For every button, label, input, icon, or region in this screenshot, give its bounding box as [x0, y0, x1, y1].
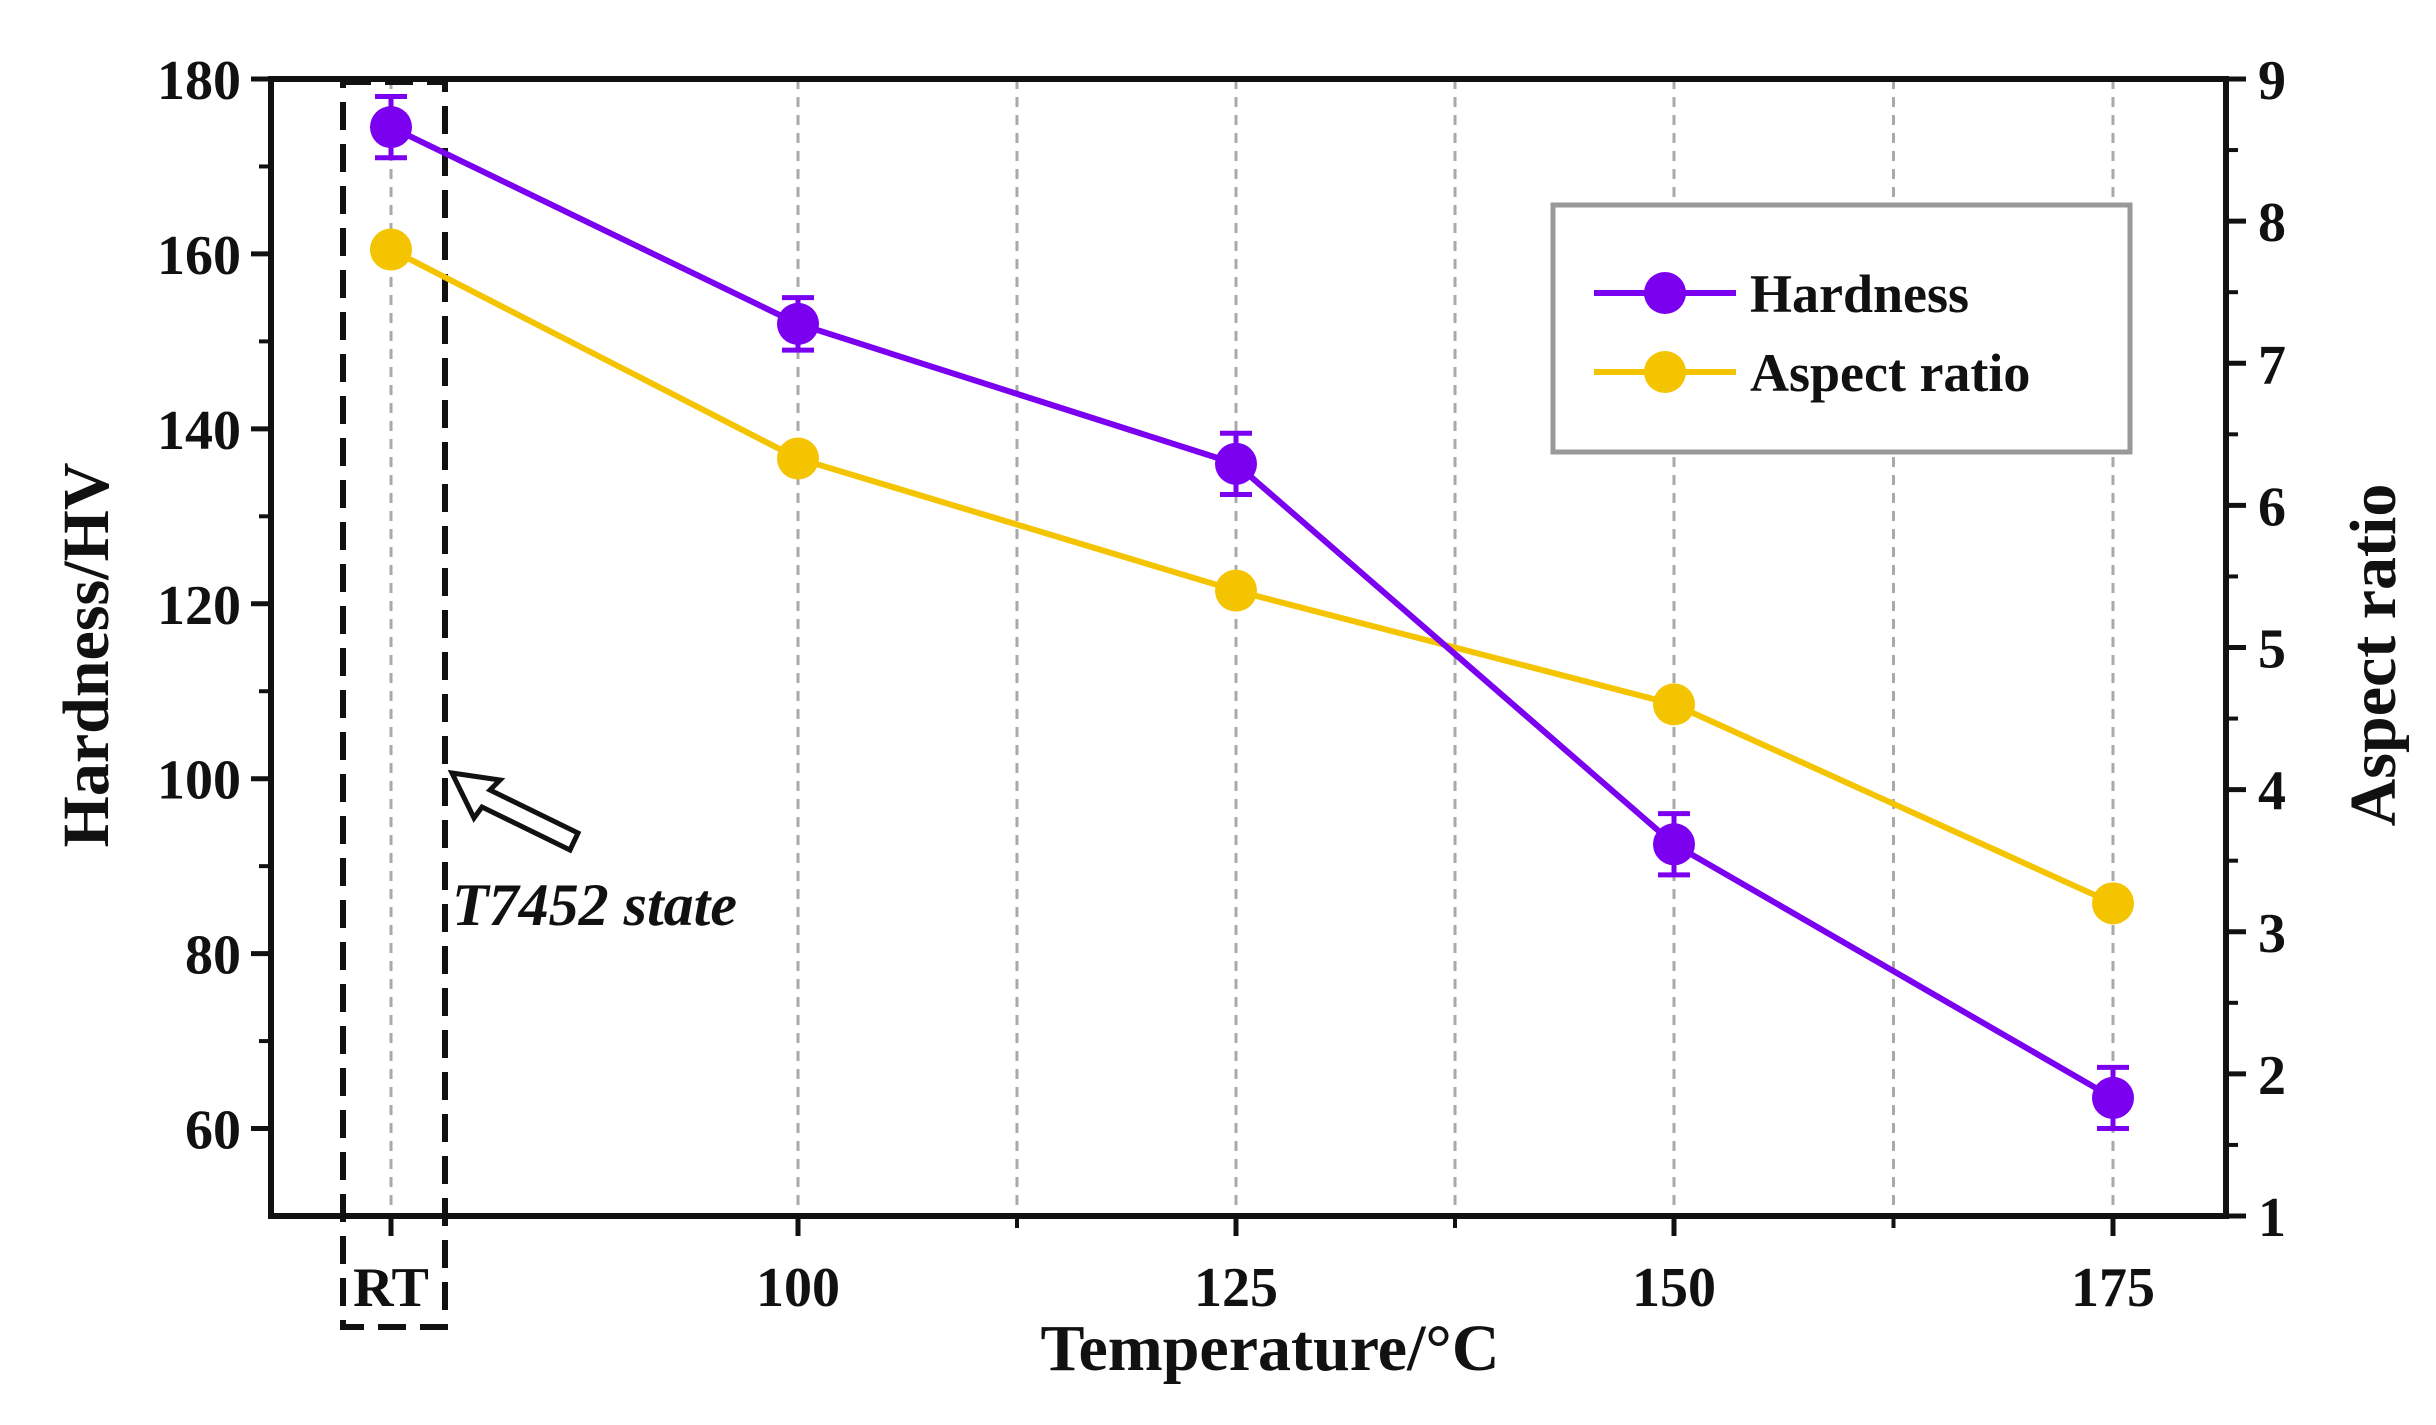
x-tick-label: 150 [1632, 1257, 1716, 1319]
data-point [1215, 569, 1257, 612]
y2-tick-label: 9 [2258, 50, 2286, 112]
x-tick-label: 175 [2071, 1257, 2155, 1319]
y-tick-label: 180 [157, 50, 241, 112]
y2-tick-label: 5 [2258, 619, 2286, 681]
data-point [1215, 442, 1257, 485]
y2-tick-label: 3 [2258, 903, 2286, 965]
x-tick-label: 100 [756, 1257, 840, 1319]
data-point [1653, 683, 1695, 726]
series-hardness [370, 93, 2134, 1132]
legend-item: Hardness [1594, 264, 1969, 324]
y2-tick-label: 4 [2258, 761, 2286, 823]
x-axis: RT 100 125 150 175 [353, 1216, 2155, 1319]
legend-swatch-marker [1644, 272, 1686, 314]
y-tick-label: 60 [185, 1100, 241, 1162]
x-tick-label: 125 [1194, 1257, 1278, 1319]
legend-label: Aspect ratio [1750, 343, 2030, 403]
t7452-annotation: T7452 state [447, 769, 737, 938]
annotation-text: T7452 state [452, 872, 737, 938]
x-axis-title: Temperature/°C [1040, 1312, 1499, 1385]
y2-tick-label: 8 [2258, 192, 2286, 254]
y2-tick-label: 1 [2258, 1187, 2286, 1249]
annotation-arrow-icon [447, 769, 582, 854]
legend-swatch-marker [1644, 351, 1686, 393]
series-layer [370, 93, 2134, 1132]
y-tick-label: 80 [185, 925, 241, 987]
legend-label: Hardness [1750, 264, 1969, 324]
y2-tick-label: 6 [2258, 476, 2286, 538]
legend-entries: Hardness Aspect ratio [1594, 264, 2030, 403]
series-aspect-ratio [370, 228, 2134, 925]
data-point [2092, 882, 2134, 925]
data-point [777, 302, 819, 345]
y-tick-label: 100 [157, 750, 241, 812]
y2-tick-label: 7 [2258, 334, 2286, 396]
data-point [777, 437, 819, 480]
data-point [370, 106, 412, 149]
legend: Hardness Aspect ratio [1550, 202, 2133, 455]
y-tick-label: 160 [157, 225, 241, 287]
legend-item: Aspect ratio [1594, 343, 2030, 403]
y-axis-left: 60 80 100 120 140 160 180 [157, 50, 271, 1162]
data-point [2092, 1076, 2134, 1119]
legend-box [1550, 202, 2133, 455]
y2-axis-title: Aspect ratio [2337, 484, 2410, 827]
x-tick-label: RT [353, 1257, 429, 1319]
y-tick-label: 140 [157, 400, 241, 462]
y-axis-right: 1 2 3 4 5 6 7 8 9 [2226, 50, 2286, 1249]
y-tick-label: 120 [157, 575, 241, 637]
y2-tick-label: 2 [2258, 1045, 2286, 1107]
data-point [370, 228, 412, 271]
data-point [1653, 823, 1695, 866]
y-axis-title: Hardness/HV [50, 462, 123, 847]
